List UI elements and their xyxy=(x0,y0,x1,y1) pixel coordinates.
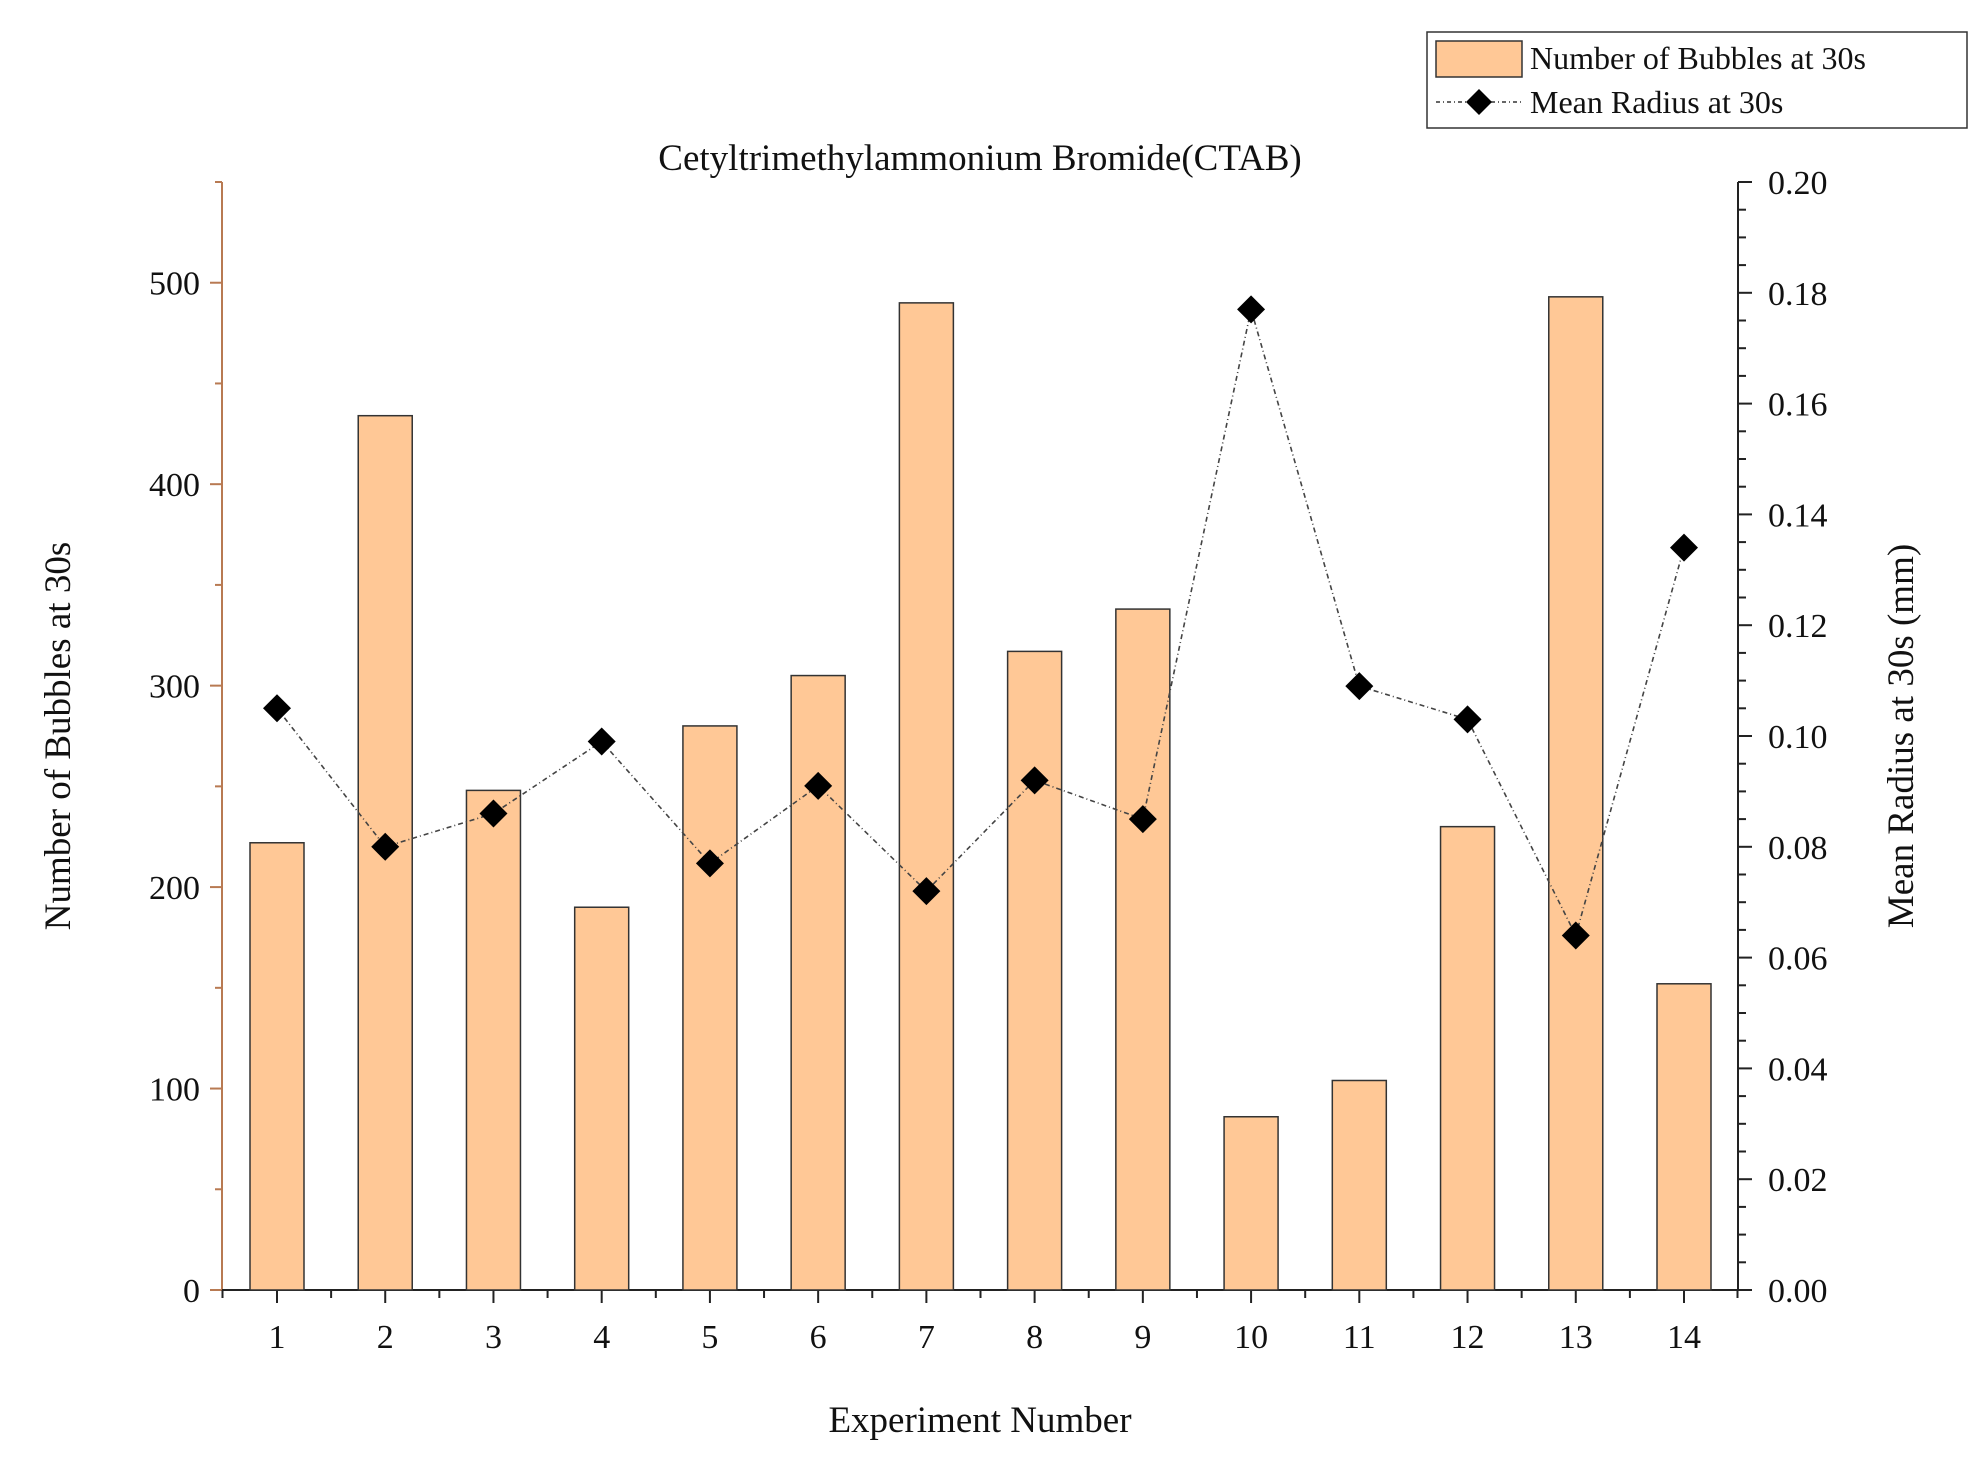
left-axis-tick-label: 200 xyxy=(149,870,200,907)
bar xyxy=(682,725,738,1291)
bar xyxy=(1656,983,1712,1291)
left-axis-tick-label: 500 xyxy=(149,266,200,303)
left-axis-tick-label: 0 xyxy=(183,1273,200,1310)
bar xyxy=(1223,1115,1279,1291)
x-axis-tick-label: 5 xyxy=(701,1319,718,1356)
right-axis-tick-label: 0.02 xyxy=(1768,1162,1828,1199)
y-axis-label: Number of Bubbles at 30s xyxy=(38,542,79,930)
radius-point xyxy=(479,799,508,828)
x-axis-tick-label: 11 xyxy=(1343,1319,1376,1356)
bar xyxy=(249,842,305,1291)
y2-axis-label: Mean Radius at 30s (mm) xyxy=(1881,544,1922,928)
right-axis-tick-label: 0.14 xyxy=(1768,497,1828,534)
x-axis-tick-label: 9 xyxy=(1134,1319,1151,1356)
radius-point xyxy=(587,727,616,756)
bar xyxy=(1331,1079,1388,1291)
left-axis-tick-label: 400 xyxy=(149,467,200,504)
x-axis-tick-label: 6 xyxy=(810,1319,827,1356)
bar xyxy=(790,674,846,1291)
left-axis-tick-label: 100 xyxy=(149,1072,200,1109)
chart-title: Cetyltrimethylammonium Bromide(CTAB) xyxy=(658,138,1301,179)
legend-label-radius: Mean Radius at 30s xyxy=(1530,84,1783,120)
legend-label-bubbles: Number of Bubbles at 30s xyxy=(1530,40,1866,76)
radius-point xyxy=(1670,533,1698,562)
radius-point xyxy=(1561,921,1590,950)
x-axis-label: Experiment Number xyxy=(828,1400,1131,1441)
right-axis-tick-label: 0.18 xyxy=(1768,276,1828,313)
right-axis-tick-label: 0.06 xyxy=(1768,941,1828,978)
x-axis-tick-label: 12 xyxy=(1451,1319,1485,1356)
right-axis-tick-label: 0.00 xyxy=(1768,1273,1828,1310)
legend: Number of Bubbles at 30s Mean Radius at … xyxy=(1426,31,1968,129)
radius-point xyxy=(804,771,833,800)
radius-point xyxy=(1453,705,1482,734)
x-axis-tick-label: 8 xyxy=(1026,1319,1043,1356)
bar xyxy=(1115,608,1171,1291)
radius-point xyxy=(263,694,291,723)
radius-point xyxy=(1020,766,1049,795)
right-axis: 0.00 0.02 0.04 0.06 0.08 0.10 0.12 0.14 0.16 0.18… xyxy=(1737,165,1828,1310)
x-axis-tick-label: 1 xyxy=(269,1319,286,1356)
radius-point xyxy=(912,877,941,906)
right-axis-tick-label: 0.20 xyxy=(1768,165,1828,202)
right-axis-tick-label: 0.08 xyxy=(1768,830,1828,867)
radius-point xyxy=(1237,295,1266,324)
bar xyxy=(1006,650,1063,1291)
x-axis-tick-label: 4 xyxy=(593,1319,610,1356)
x-axis-tick-label: 3 xyxy=(485,1319,502,1356)
bar xyxy=(465,789,522,1291)
radius-point xyxy=(1345,672,1374,701)
x-axis-tick-label: 13 xyxy=(1559,1319,1593,1356)
x-axis-tick-label: 7 xyxy=(918,1319,935,1356)
left-axis-tick-label: 300 xyxy=(149,669,200,706)
right-axis-tick-label: 0.04 xyxy=(1768,1051,1828,1088)
left-axis: 0 100 200 300 400 500 xyxy=(149,181,223,1310)
right-axis-tick-label: 0.16 xyxy=(1768,387,1828,424)
bar xyxy=(1439,825,1496,1291)
radius-point xyxy=(371,832,400,861)
bar-series xyxy=(249,296,1712,1291)
right-axis-tick-label: 0.12 xyxy=(1768,608,1828,645)
legend-diamond-marker xyxy=(1466,89,1492,115)
right-axis-tick-label: 0.10 xyxy=(1768,719,1828,756)
line-series xyxy=(263,295,1698,950)
legend-bar-swatch xyxy=(1435,40,1523,78)
x-axis-tick-label: 2 xyxy=(377,1319,394,1356)
x-axis-tick-label: 14 xyxy=(1667,1319,1701,1356)
x-axis-tick-label: 10 xyxy=(1234,1319,1268,1356)
bar xyxy=(573,906,630,1291)
x-axis: 1 2 3 4 5 6 7 8 9 10 11 12 13 14 xyxy=(221,1289,1739,1356)
bar xyxy=(898,302,955,1291)
bar xyxy=(1548,296,1604,1291)
radius-point xyxy=(1128,805,1157,834)
radius-point xyxy=(695,849,724,878)
